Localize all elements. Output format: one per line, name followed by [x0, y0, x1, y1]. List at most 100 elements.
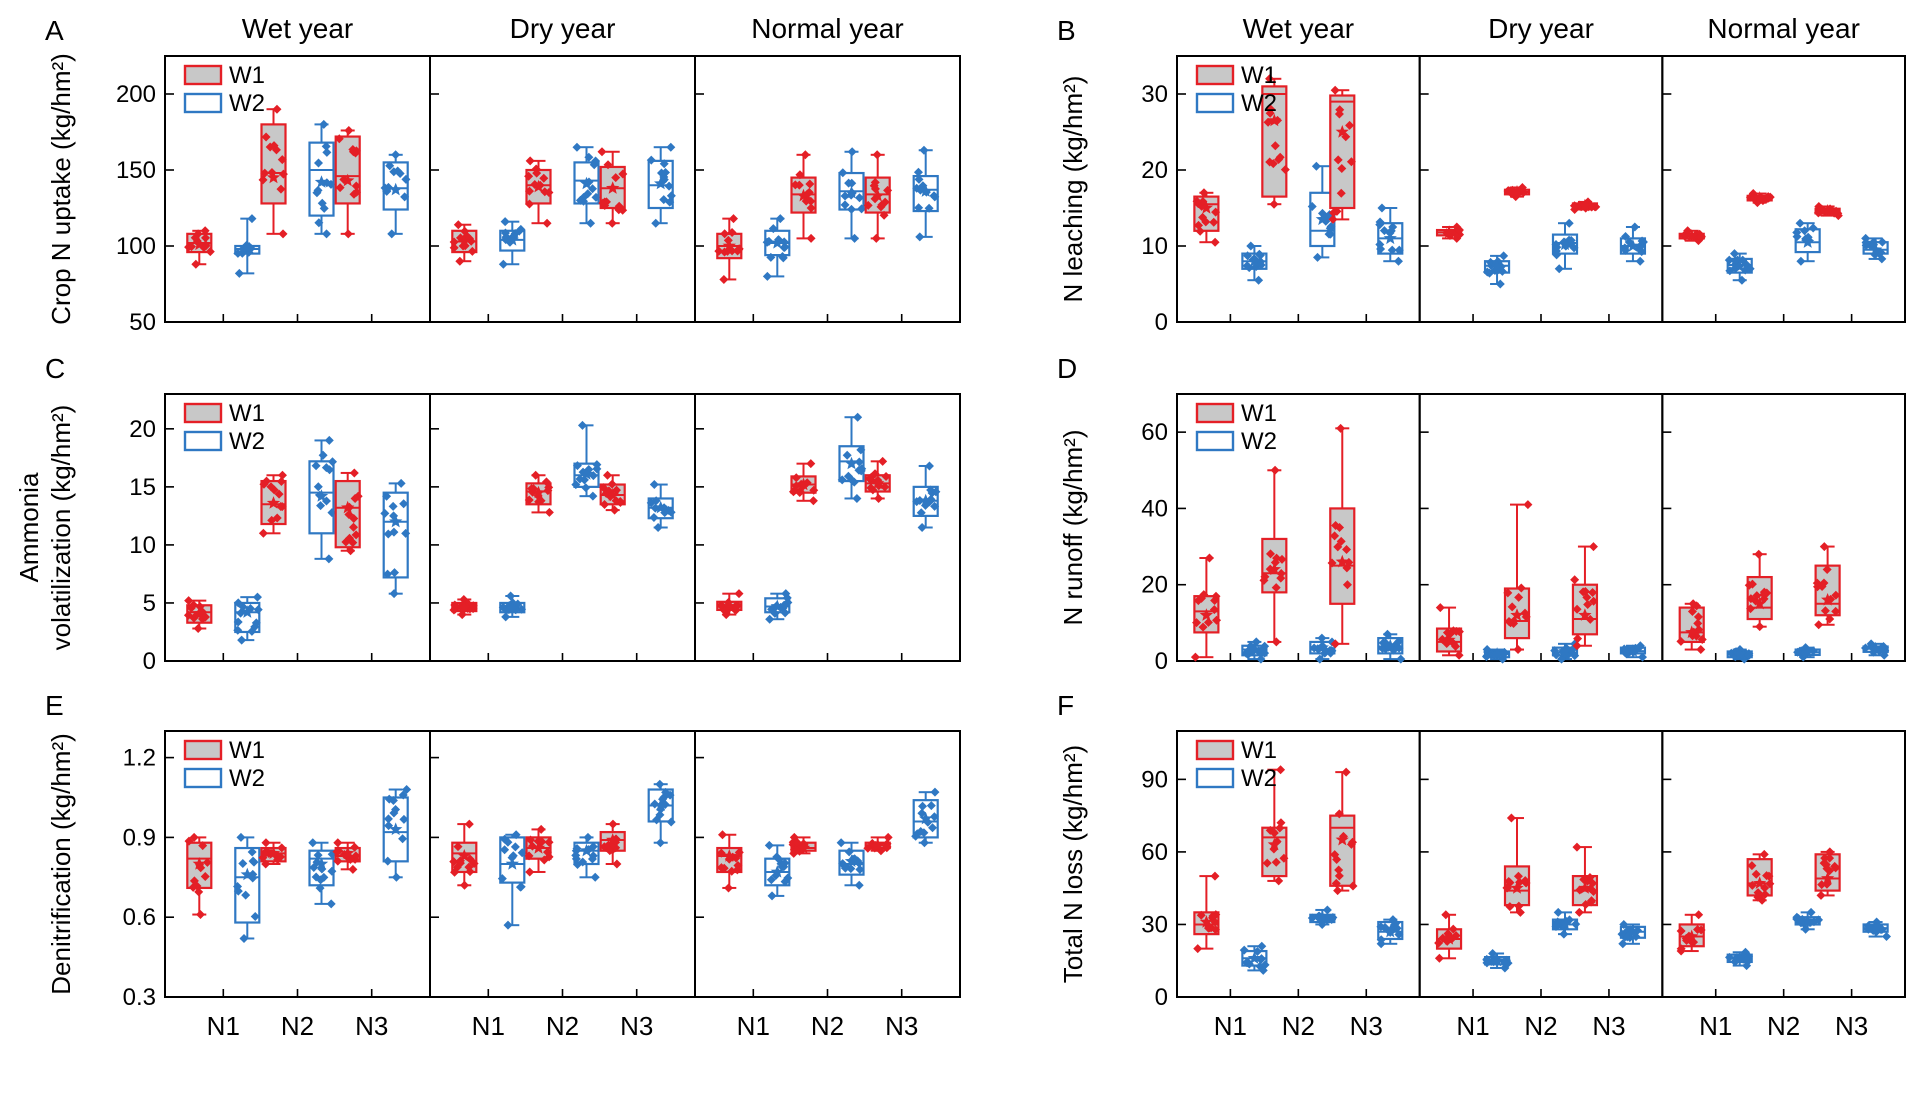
data-point — [343, 229, 353, 239]
subplot-frame — [1418, 730, 1664, 998]
box-W2-N1-wet — [1241, 637, 1270, 664]
box-W2-N3-wet — [1376, 915, 1404, 949]
data-point — [348, 538, 358, 548]
data-point — [277, 843, 287, 853]
mean-marker — [796, 841, 811, 854]
y-axis-label: N runoff (kg/hm²) — [1058, 429, 1088, 625]
data-point — [350, 842, 360, 852]
data-point — [1523, 500, 1533, 510]
data-point — [1795, 218, 1805, 228]
data-point — [388, 796, 398, 806]
mean-marker — [871, 188, 885, 202]
box-W1-N3-dry — [1571, 842, 1599, 917]
data-point — [1822, 564, 1832, 574]
mean-marker — [1335, 832, 1349, 846]
data-point — [800, 150, 810, 160]
data-point — [1569, 243, 1579, 253]
subplot-frame — [1661, 730, 1907, 998]
box-W2-N2-dry — [1550, 639, 1580, 664]
data-point — [589, 160, 599, 170]
data-point — [1348, 837, 1358, 847]
data-point — [1204, 553, 1214, 563]
data-point — [577, 420, 587, 430]
data-point — [766, 875, 776, 885]
data-point — [1239, 945, 1249, 955]
mean-marker — [192, 857, 206, 870]
data-point — [607, 479, 617, 489]
data-point — [1193, 596, 1203, 606]
data-point — [247, 847, 257, 857]
box-W2-N2-dry — [571, 420, 602, 501]
legend-swatch-W2 — [1195, 92, 1235, 114]
box-W1-N3-normal — [1813, 201, 1843, 221]
data-point — [1481, 652, 1491, 662]
data-point — [1753, 888, 1763, 898]
legend-label-W1: W1 — [229, 400, 265, 427]
data-point — [1694, 910, 1704, 920]
data-point — [863, 200, 873, 210]
data-point — [1621, 646, 1631, 656]
mean-marker — [770, 236, 784, 249]
data-point — [1806, 907, 1816, 917]
data-point — [544, 837, 554, 847]
box-W1-N1-dry — [1435, 603, 1464, 660]
data-point — [314, 218, 324, 228]
box-W2-N2-normal — [838, 147, 867, 243]
y-tick-label: 0.9 — [123, 824, 156, 851]
mean-marker — [579, 467, 594, 480]
data-point — [1332, 854, 1342, 864]
data-point — [837, 475, 847, 485]
data-point — [655, 779, 665, 789]
data-point — [1747, 880, 1757, 890]
data-point — [193, 623, 203, 633]
data-point — [1793, 647, 1803, 657]
data-point — [385, 161, 395, 171]
data-point — [872, 150, 882, 160]
data-point — [653, 523, 663, 532]
mean-marker — [871, 476, 885, 490]
data-point — [1740, 265, 1750, 275]
data-point — [277, 155, 287, 165]
data-point — [325, 465, 335, 475]
data-point — [455, 256, 465, 266]
x-tick-label: N3 — [355, 1011, 388, 1041]
data-point — [870, 469, 880, 479]
box-W1-N1-normal — [716, 589, 744, 620]
legend-label-W1: W1 — [229, 62, 265, 89]
mean-marker — [1578, 881, 1592, 894]
data-point — [391, 150, 401, 160]
data-point — [1693, 618, 1703, 628]
box-W2-N3-normal — [912, 145, 940, 242]
data-point — [1696, 231, 1706, 241]
mean-marker — [722, 849, 736, 862]
data-point — [583, 189, 593, 199]
data-point — [313, 850, 323, 860]
data-point — [855, 865, 865, 875]
data-point — [1819, 578, 1829, 588]
box-W1-N1-wet — [184, 226, 215, 269]
box-W1-N1-wet — [183, 596, 213, 633]
data-point — [766, 252, 776, 262]
data-point — [450, 867, 460, 877]
data-point — [917, 523, 927, 532]
mean-marker — [240, 867, 254, 881]
mean-marker — [770, 865, 784, 878]
mean-marker — [1247, 642, 1261, 656]
x-tick-label: N2 — [1282, 1011, 1315, 1041]
data-point — [1746, 604, 1756, 614]
data-point — [1330, 85, 1340, 95]
data-point — [919, 145, 929, 155]
x-tick-label: N2 — [546, 1011, 579, 1041]
data-point — [1637, 652, 1647, 662]
data-point — [1198, 622, 1208, 632]
data-point — [514, 226, 524, 236]
data-point — [1375, 220, 1385, 230]
box-W1-N3-dry — [1570, 542, 1599, 651]
data-point — [1271, 857, 1281, 867]
box-W1-N2-wet — [258, 104, 288, 239]
data-point — [666, 142, 676, 152]
data-point — [1271, 583, 1281, 593]
data-point — [646, 155, 656, 165]
data-point — [584, 152, 594, 162]
data-point — [597, 147, 607, 157]
